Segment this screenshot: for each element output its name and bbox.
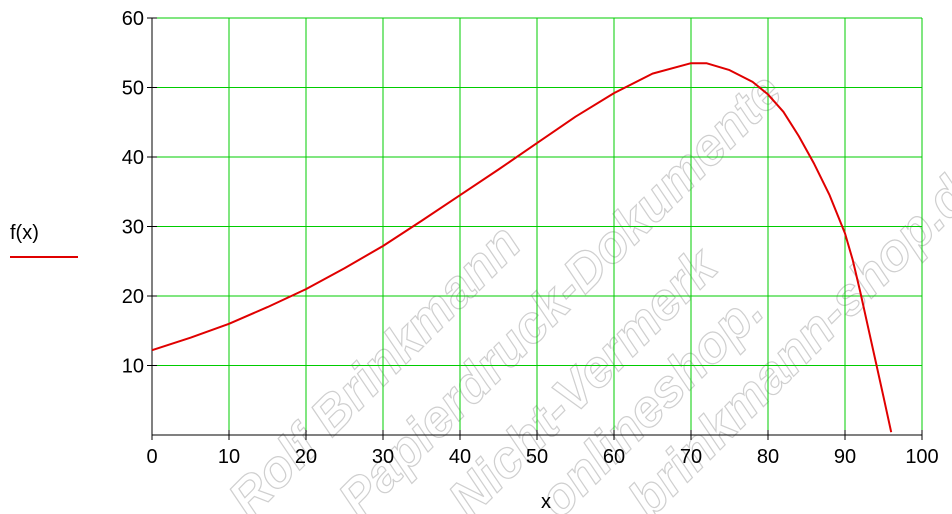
x-tick-label: 80 [757,446,779,468]
x-tick-label: 60 [603,446,625,468]
y-tick-label: 50 [122,78,144,100]
y-tick-label: 40 [122,147,144,169]
x-tick-label: 0 [146,446,157,468]
grid [152,17,923,435]
x-tick-label: 20 [295,446,317,468]
x-tick-label: 10 [218,446,240,468]
x-tick-label: 90 [834,446,856,468]
x-tick-label: 40 [449,446,471,468]
y-tick-label: 10 [122,356,144,378]
series-layer [151,62,893,433]
axes: 0 10 20 30 40 50 60 70 80 90 100 10 20 30 40 50 60 [122,8,939,468]
y-tick-label: 60 [122,8,144,30]
x-tick-label: 50 [526,446,548,468]
series-line [151,62,893,433]
y-tick-label: 20 [122,286,144,308]
x-tick-label: 30 [372,446,394,468]
labels: f(x) x [10,222,551,513]
x-tick-label: 70 [680,446,702,468]
y-tick-label: 30 [122,217,144,239]
x-axis-label: x [541,491,551,513]
y-axis-label: f(x) [10,222,39,244]
x-tick-label: 100 [905,446,938,468]
